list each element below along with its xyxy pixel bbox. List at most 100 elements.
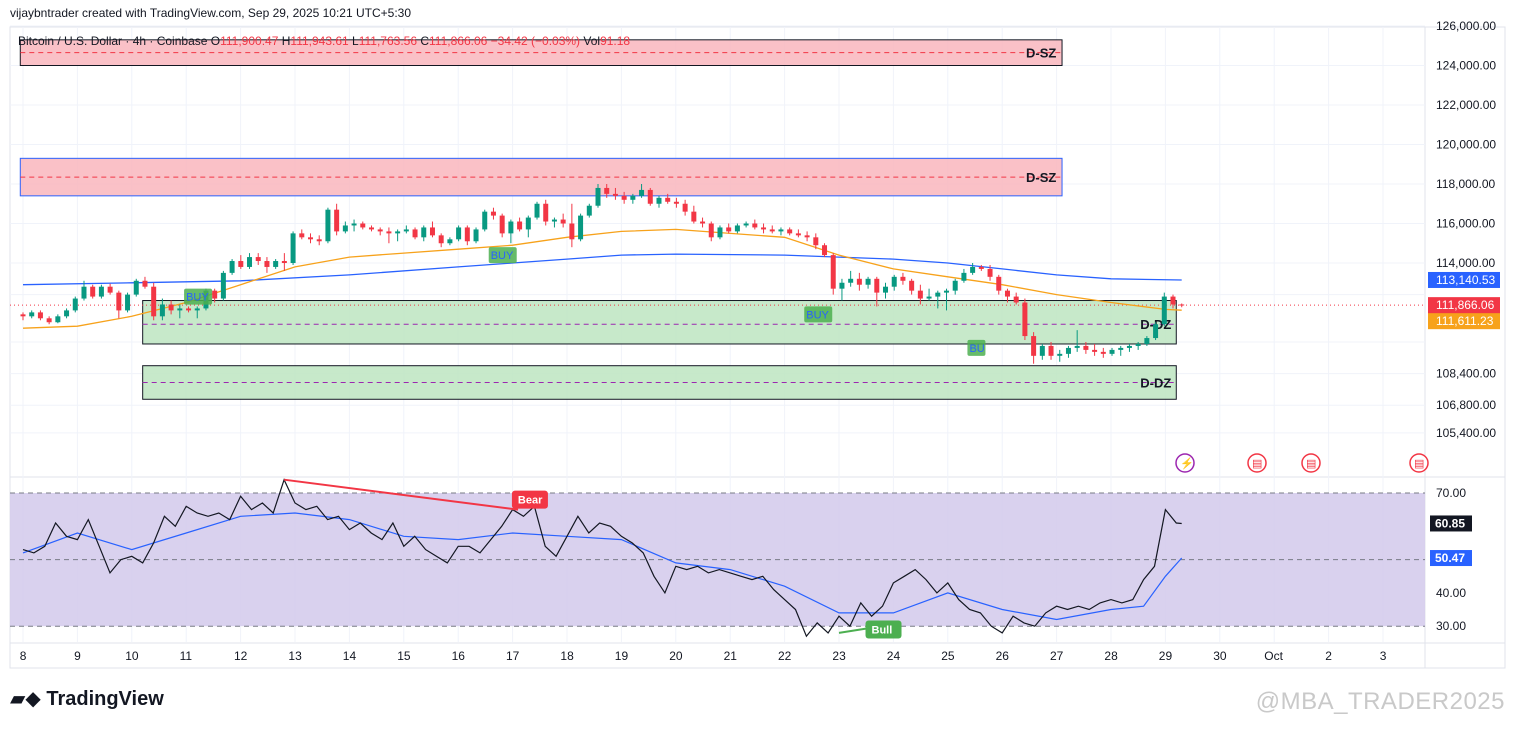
high-label: H: [281, 34, 291, 48]
candle-body: [194, 308, 200, 311]
candle-body: [1092, 349, 1098, 352]
candle-body: [830, 255, 836, 289]
candle-body: [1048, 345, 1054, 356]
time-tick-label: 22: [778, 649, 792, 663]
candle-body: [891, 276, 897, 287]
candle-body: [499, 215, 505, 234]
candle-body: [839, 282, 845, 289]
candle-body: [551, 219, 557, 222]
candle-body: [604, 187, 610, 194]
candle-body: [447, 239, 453, 244]
zone-label: D-DZ: [1140, 375, 1171, 390]
candle-body: [1100, 351, 1106, 354]
event-icon-glyph: ▤: [1306, 458, 1316, 470]
rsi-line: [22, 478, 1182, 638]
candle-body: [1153, 324, 1159, 339]
vol-value: 91.18: [600, 34, 631, 48]
candle-body: [220, 272, 226, 299]
candle-body: [55, 316, 61, 323]
candle-body: [1170, 296, 1176, 305]
candle-body: [464, 227, 470, 242]
candle-body: [107, 286, 113, 293]
time-tick-label: 19: [615, 649, 629, 663]
demand-zone: [142, 300, 1177, 345]
candle-body: [848, 278, 854, 283]
event-icon: [1301, 453, 1321, 473]
candle-body: [1004, 290, 1010, 297]
low-label: L: [352, 34, 359, 48]
time-tick-label: Oct: [1264, 649, 1283, 663]
ma-slow-line: [22, 253, 1182, 286]
candle-body: [81, 286, 87, 299]
event-icon: [1175, 453, 1195, 473]
candle-body: [1074, 345, 1080, 348]
time-tick-label: 17: [506, 649, 520, 663]
price-tick-label: 114,000.00: [1436, 256, 1495, 270]
symbol-title[interactable]: Bitcoin / U.S. Dollar · 4h · Coinbase: [18, 34, 208, 48]
low-value: 111,763.56: [358, 34, 417, 48]
candle-body: [247, 257, 253, 267]
buy-signal-label: BU: [969, 343, 984, 355]
candle-body: [778, 229, 784, 232]
candle-body: [1179, 304, 1185, 306]
rsi-value-tag-text: 50.47: [1435, 551, 1465, 565]
rsi-tick-label: 40.00: [1436, 586, 1466, 600]
candle-body: [482, 211, 488, 230]
candle-body: [1118, 347, 1124, 350]
candle-body: [403, 229, 409, 232]
price-tag: [1428, 271, 1500, 288]
candle-body: [700, 221, 706, 224]
candle-body: [865, 278, 871, 285]
candle-body: [351, 223, 357, 226]
candle-body: [238, 261, 244, 267]
candle-body: [334, 209, 340, 232]
candle-body: [752, 223, 758, 228]
time-tick-label: 13: [288, 649, 302, 663]
candle-body: [395, 231, 401, 234]
candle-body: [543, 203, 549, 222]
time-tick-label: 12: [234, 649, 248, 663]
ohlc-legend: Bitcoin / U.S. Dollar · 4h · Coinbase O1…: [18, 34, 630, 48]
candle-body: [151, 286, 157, 317]
time-tick-label: 28: [1104, 649, 1118, 663]
buy-signal-label: BUY: [186, 292, 209, 304]
rsi-band: [10, 493, 1425, 627]
candle-body: [1109, 349, 1115, 354]
candle-body: [517, 221, 523, 230]
price-tick-label: 124,000.00: [1436, 59, 1496, 73]
rsi-tick-label: 30.00: [1436, 619, 1466, 633]
candle-body: [342, 225, 348, 232]
candle-body: [273, 261, 279, 267]
price-tag: [1428, 313, 1500, 330]
bear-divergence-line: [283, 478, 519, 511]
candle-body: [360, 223, 366, 228]
candle-body: [525, 217, 531, 230]
buy-signal: [967, 339, 986, 356]
candle-body: [761, 227, 767, 230]
candle-body: [264, 261, 270, 267]
price-tick-label: 106,800.00: [1436, 398, 1496, 412]
candle-body: [386, 231, 392, 234]
candle-body: [116, 292, 122, 311]
candle-body: [37, 312, 43, 319]
candle-body: [186, 308, 192, 311]
candle-body: [1083, 345, 1089, 350]
event-icon-glyph: ⚡: [1180, 457, 1194, 470]
time-tick-label: 21: [724, 649, 738, 663]
candle-body: [656, 197, 662, 204]
candle-body: [46, 318, 52, 323]
time-tick-label: 26: [996, 649, 1010, 663]
rsi-ma-line: [22, 512, 1183, 621]
price-tick-label: 118,000.00: [1436, 177, 1495, 191]
candle-body: [813, 237, 819, 246]
candle-body: [1022, 302, 1028, 337]
close-label: C: [420, 34, 430, 48]
tradingview-logo[interactable]: ▰◆ TradingView: [10, 686, 164, 711]
price-tick-label: 120,000.00: [1436, 138, 1496, 152]
change-value: −34.42 (−0.03%): [490, 34, 581, 48]
candle-body: [952, 280, 958, 291]
candle-body: [142, 280, 148, 287]
time-tick-label: 8: [20, 649, 27, 663]
